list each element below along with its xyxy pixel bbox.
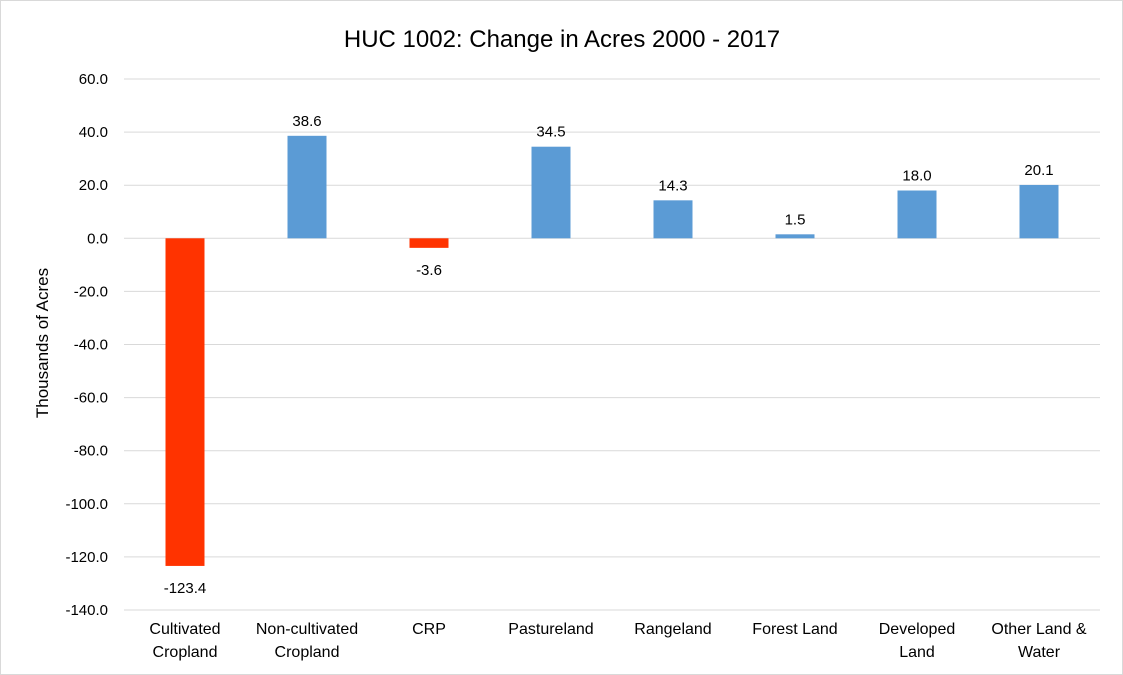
y-tick-label: -80.0 xyxy=(74,443,108,460)
data-label: 1.5 xyxy=(785,211,806,228)
bar xyxy=(1019,184,1059,239)
y-tick-label: -100.0 xyxy=(65,496,108,513)
data-label: 20.1 xyxy=(1024,162,1053,179)
data-label: 34.5 xyxy=(536,124,565,141)
category-label: Forest Land xyxy=(752,621,837,638)
bar xyxy=(165,238,205,566)
data-label: -3.6 xyxy=(416,262,442,279)
y-tick-label: 20.0 xyxy=(79,177,108,194)
data-label: 18.0 xyxy=(902,168,931,185)
y-tick-label: 0.0 xyxy=(87,230,108,247)
category-label: Pastureland xyxy=(508,621,593,638)
data-label: 38.6 xyxy=(292,113,321,130)
data-labels: -123.4 38.6 -3.6 34.5 14.3 1.5 18.0 20.1 xyxy=(164,113,1054,597)
y-tick-label: -60.0 xyxy=(74,390,108,407)
bar xyxy=(409,238,449,248)
data-label: -123.4 xyxy=(164,580,207,597)
data-label: 14.3 xyxy=(658,177,687,194)
bar xyxy=(287,135,327,239)
category-label: Cultivated Cropland xyxy=(149,621,220,661)
bar xyxy=(897,190,937,239)
y-tick-label: -120.0 xyxy=(65,549,108,566)
chart-title: HUC 1002: Change in Acres 2000 - 2017 xyxy=(344,26,780,53)
bars xyxy=(165,135,1059,566)
y-tick-label: -40.0 xyxy=(74,337,108,354)
bar xyxy=(775,234,815,239)
category-label: Non-cultivated Cropland xyxy=(256,621,358,661)
category-label: Rangeland xyxy=(634,621,711,638)
bar xyxy=(653,200,693,239)
y-tick-label: -140.0 xyxy=(65,602,108,619)
y-axis-ticks: -140.0 -120.0 -100.0 -80.0 -60.0 -40.0 -20.0 0.… xyxy=(65,71,108,619)
category-label: Other Land & Water xyxy=(991,621,1087,661)
y-tick-label: 40.0 xyxy=(79,124,108,141)
category-label: CRP xyxy=(412,621,446,638)
gridlines xyxy=(124,78,1100,611)
x-axis-categories: Cultivated Cropland Non-cultivated Cropland… xyxy=(149,621,1086,661)
y-axis-title: Thousands of Acres xyxy=(33,268,52,418)
y-tick-label: -20.0 xyxy=(74,283,108,300)
y-tick-label: 60.0 xyxy=(79,71,108,88)
category-label: Developed Land xyxy=(879,621,956,661)
bar xyxy=(531,146,571,239)
